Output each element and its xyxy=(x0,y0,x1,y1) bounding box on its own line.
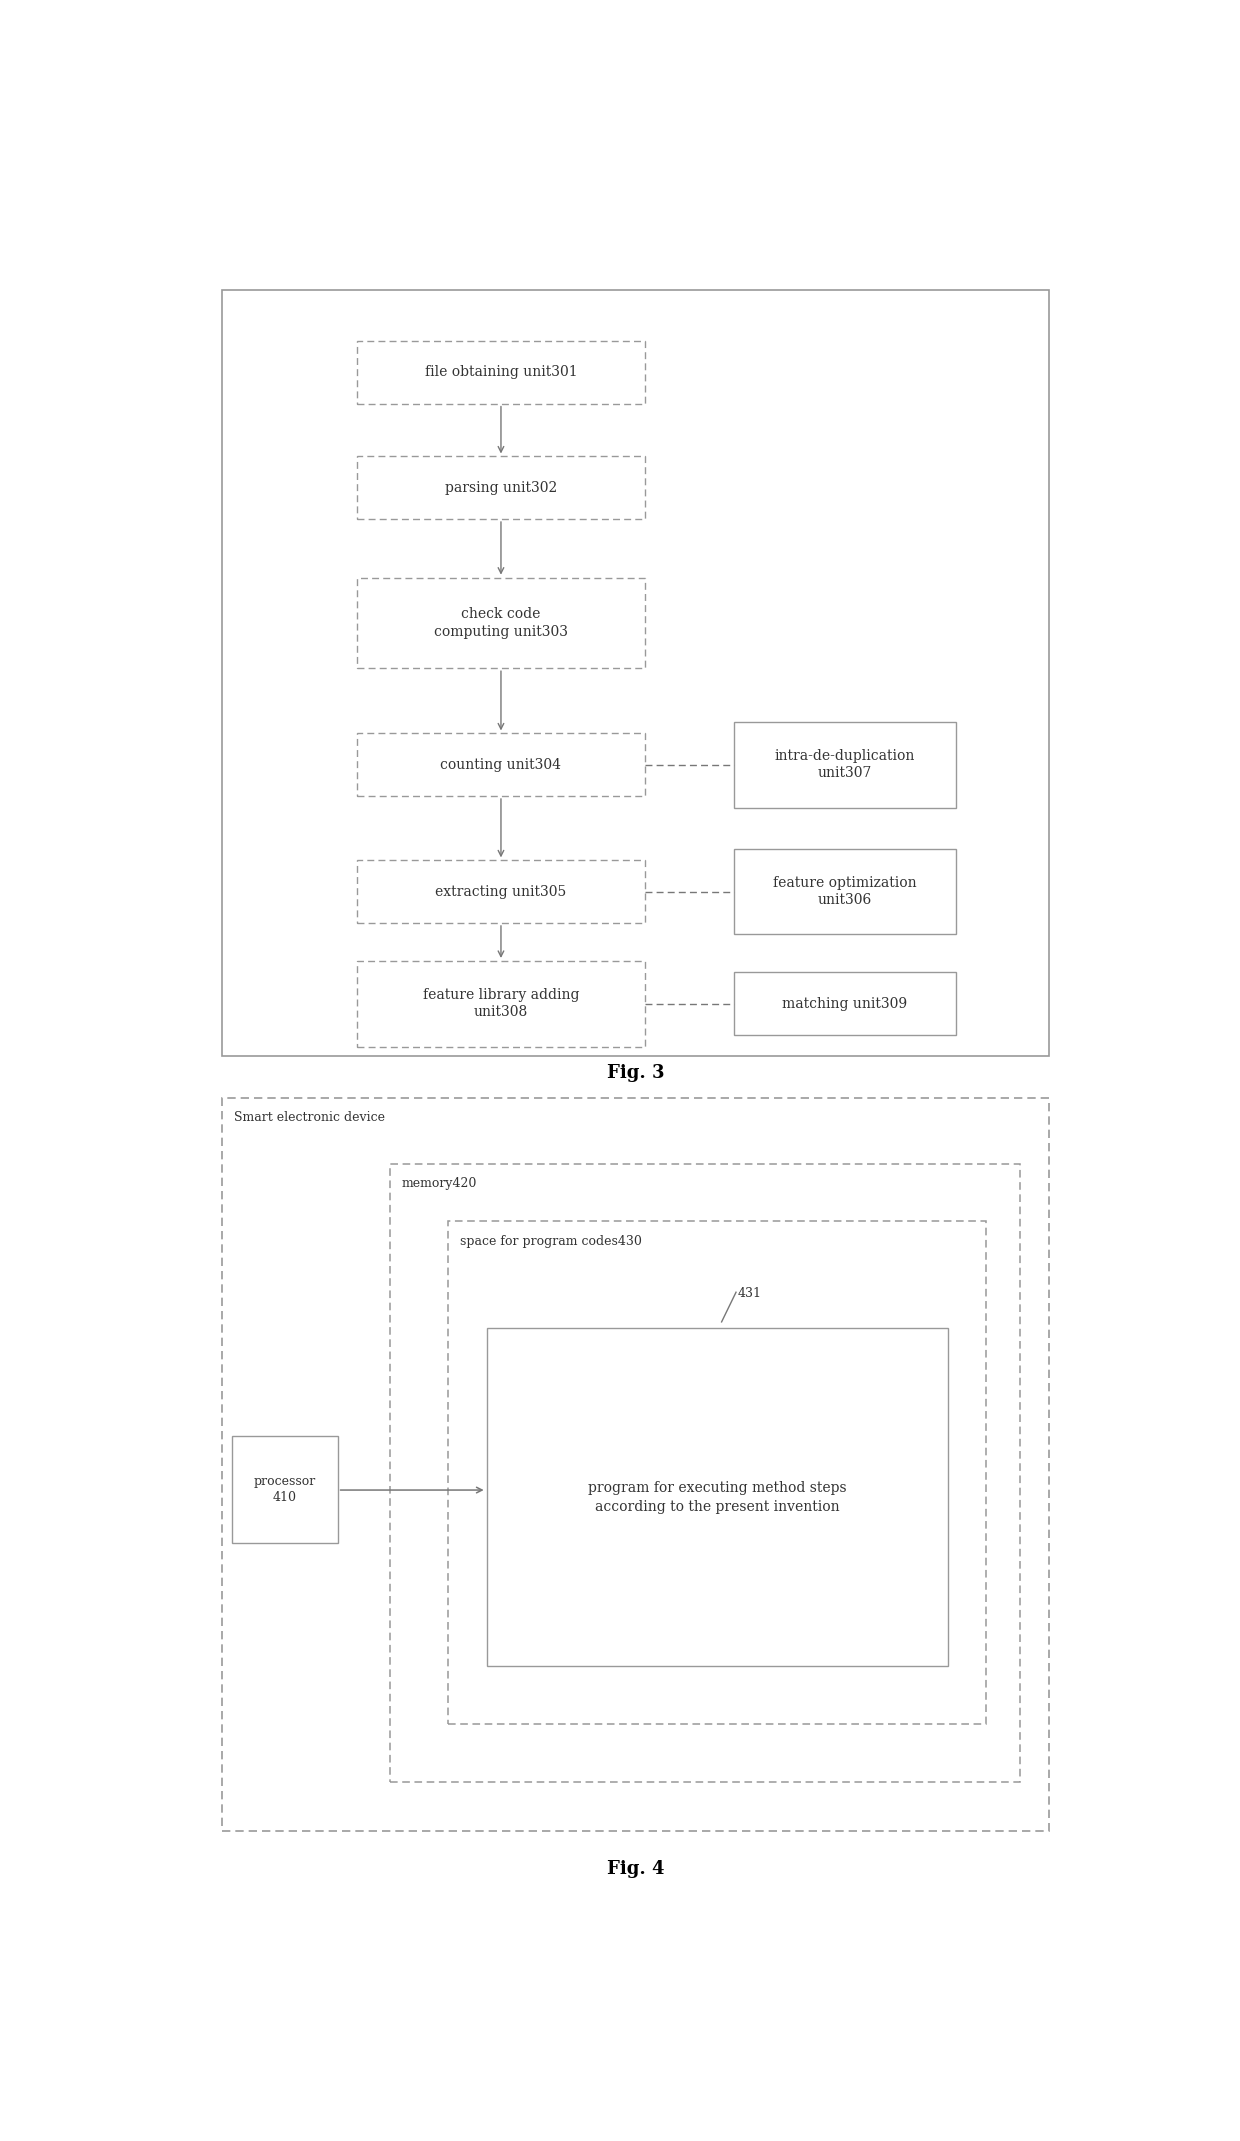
Text: check code
computing unit303: check code computing unit303 xyxy=(434,608,568,638)
Text: Smart electronic device: Smart electronic device xyxy=(234,1111,384,1124)
Text: memory420: memory420 xyxy=(402,1178,477,1190)
Bar xyxy=(734,848,956,933)
Bar xyxy=(734,722,956,807)
Bar xyxy=(222,1098,1049,1831)
Text: matching unit309: matching unit309 xyxy=(782,998,908,1011)
Text: Fig. 3: Fig. 3 xyxy=(606,1064,665,1081)
Bar xyxy=(357,340,645,405)
Bar xyxy=(486,1327,947,1666)
Text: parsing unit302: parsing unit302 xyxy=(445,482,557,495)
Bar xyxy=(357,578,645,668)
Text: intra-de-duplication
unit307: intra-de-duplication unit307 xyxy=(775,749,915,779)
Bar xyxy=(391,1165,1021,1781)
Text: file obtaining unit301: file obtaining unit301 xyxy=(424,366,578,379)
Text: 431: 431 xyxy=(738,1287,761,1300)
Bar xyxy=(357,456,645,518)
Bar xyxy=(232,1437,337,1544)
Bar xyxy=(357,861,645,923)
Text: processor
410: processor 410 xyxy=(254,1475,316,1503)
Bar xyxy=(448,1220,986,1724)
Text: program for executing method steps
according to the present invention: program for executing method steps accor… xyxy=(588,1482,847,1514)
Bar xyxy=(734,972,956,1034)
Bar xyxy=(357,734,645,796)
Text: feature library adding
unit308: feature library adding unit308 xyxy=(423,989,579,1019)
Bar xyxy=(357,961,645,1047)
Text: counting unit304: counting unit304 xyxy=(440,758,562,771)
Text: space for program codes430: space for program codes430 xyxy=(460,1235,641,1248)
Bar xyxy=(222,289,1049,1056)
Text: extracting unit305: extracting unit305 xyxy=(435,884,567,899)
Text: Fig. 4: Fig. 4 xyxy=(606,1861,665,1878)
Text: feature optimization
unit306: feature optimization unit306 xyxy=(774,876,916,908)
